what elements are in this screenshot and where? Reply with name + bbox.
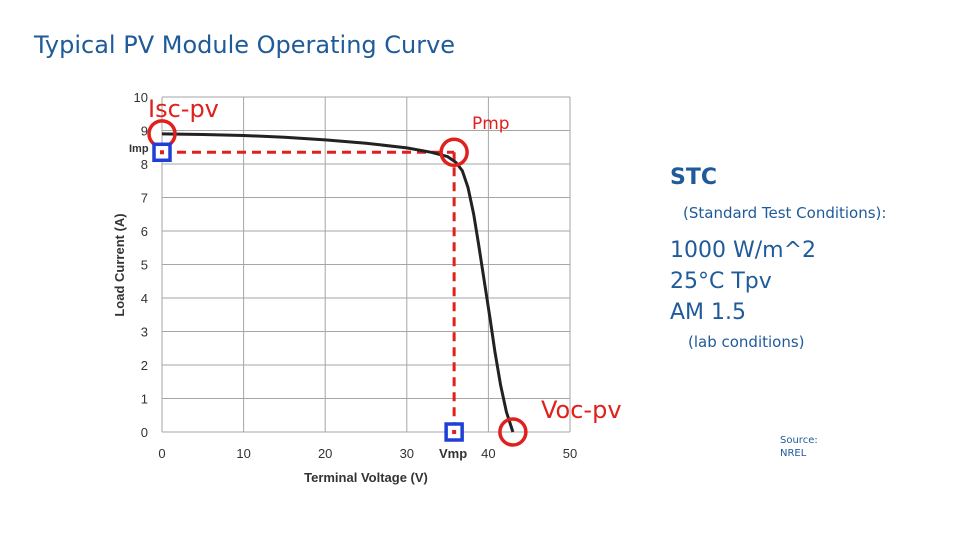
iv-curve-line: [161, 132, 515, 433]
x-axis-label: Terminal Voltage (V): [304, 470, 428, 485]
imp-marker-square-dot: [160, 150, 164, 155]
voc-label: Voc-pv: [541, 396, 622, 424]
x-tick-label: 20: [318, 446, 332, 461]
x-tick-label: 0: [158, 446, 165, 461]
y-tick-label: 2: [141, 358, 148, 373]
grid: [161, 96, 571, 433]
markers: [147, 119, 528, 447]
x-tick-label: 40: [481, 446, 495, 461]
y-tick-label: 9: [141, 124, 148, 139]
y-tick-label: 8: [141, 157, 148, 172]
slide-title: Typical PV Module Operating Curve: [34, 31, 456, 59]
y-tick-label: 4: [141, 291, 148, 306]
pmp-label: Pmp: [472, 114, 510, 134]
y-axis-label: Load Current (A): [112, 213, 127, 316]
y-tick-label: 6: [141, 224, 148, 239]
lab-note: (lab conditions): [688, 333, 805, 351]
tick-labels: 0 1 2 3 4 5 6 7 8 9 10 0 10 20 30 40 50: [134, 90, 578, 461]
y-tick-label: 7: [141, 191, 148, 206]
vmp-marker-square-dot: [452, 430, 457, 434]
x-tick-label: 30: [400, 446, 414, 461]
imp-label: Imp: [129, 143, 149, 155]
y-tick-label: 0: [141, 425, 148, 440]
conditions-list: 1000 W/m^2 25°C Tpv AM 1.5: [670, 235, 816, 328]
y-tick-label: 10: [134, 90, 148, 105]
isc-label: Isc-pv: [148, 95, 219, 123]
condition-temperature: 25°C Tpv: [670, 269, 772, 294]
dashed-guides: [162, 150, 456, 432]
y-tick-label: 3: [141, 325, 148, 340]
stc-heading: STC: [670, 165, 717, 190]
y-tick-label: 5: [141, 258, 148, 273]
source-note: Source: NREL: [780, 435, 818, 459]
y-tick-label: 1: [141, 392, 148, 407]
x-tick-label: 10: [236, 446, 250, 461]
vmp-label: Vmp: [439, 446, 467, 461]
x-tick-label: 50: [563, 446, 577, 461]
pmp-marker-circle: [439, 137, 469, 168]
voc-marker-circle: [498, 417, 528, 447]
condition-irradiance: 1000 W/m^2: [670, 238, 817, 263]
condition-air-mass: AM 1.5: [670, 300, 747, 325]
stc-subtitle: (Standard Test Conditions):: [683, 204, 887, 222]
